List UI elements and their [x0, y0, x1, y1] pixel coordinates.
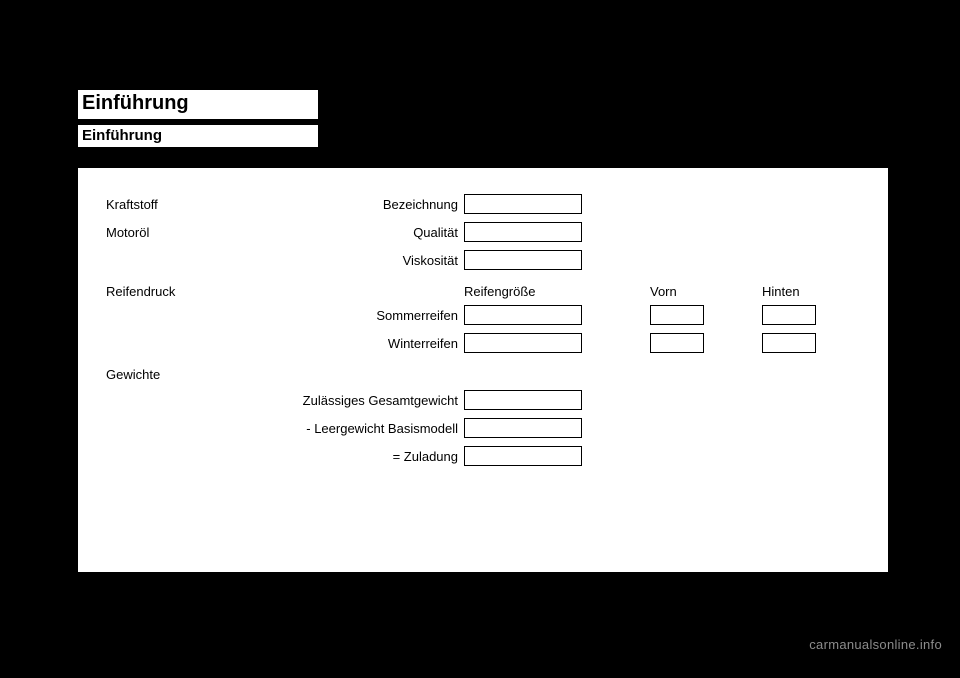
tire-winter-label: Winterreifen: [286, 336, 464, 351]
oil-viscosity-label: Viskosität: [286, 253, 464, 268]
fuel-mid-label: Bezeichnung: [286, 197, 464, 212]
weights-section: Gewichte Zulässiges Gesamtgewicht - Leer…: [106, 367, 848, 466]
fuel-left-label: Kraftstoff: [106, 197, 286, 212]
oil-quality-row: Motoröl Qualität: [106, 222, 848, 242]
tire-header-size: Reifengröße: [464, 284, 582, 299]
watermark: carmanualsonline.info: [809, 637, 942, 652]
tire-summer-rear-field[interactable]: [762, 305, 816, 325]
weight-curb-field[interactable]: [464, 418, 582, 438]
tire-summer-label: Sommerreifen: [286, 308, 464, 323]
weight-gross-field[interactable]: [464, 390, 582, 410]
weight-payload-field[interactable]: [464, 446, 582, 466]
tire-winter-size-field[interactable]: [464, 333, 582, 353]
tire-header-front: Vorn: [650, 284, 710, 299]
tire-summer-front-field[interactable]: [650, 305, 704, 325]
oil-quality-label: Qualität: [286, 225, 464, 240]
tire-winter-front-field[interactable]: [650, 333, 704, 353]
oil-quality-field[interactable]: [464, 222, 582, 242]
fuel-field[interactable]: [464, 194, 582, 214]
tire-summer-row: Sommerreifen: [106, 305, 848, 325]
weight-curb-row: - Leergewicht Basismodell: [106, 418, 848, 438]
weights-left-label: Gewichte: [106, 367, 286, 382]
chapter-title: Einführung: [78, 90, 318, 123]
oil-viscosity-field[interactable]: [464, 250, 582, 270]
weight-curb-label: - Leergewicht Basismodell: [106, 421, 464, 436]
weight-gross-label: Zulässiges Gesamtgewicht: [106, 393, 464, 408]
weight-payload-row: = Zuladung: [106, 446, 848, 466]
weights-header-row: Gewichte: [106, 367, 848, 382]
content-panel: Kraftstoff Bezeichnung Motoröl Qualität …: [78, 168, 888, 572]
tire-left-label: Reifendruck: [106, 284, 286, 299]
oil-viscosity-row: Viskosität: [106, 250, 848, 270]
tire-header-row: Reifendruck Reifengröße Vorn Hinten: [106, 284, 848, 299]
oil-left-label: Motoröl: [106, 225, 286, 240]
weight-gross-row: Zulässiges Gesamtgewicht: [106, 390, 848, 410]
tire-summer-size-field[interactable]: [464, 305, 582, 325]
tire-winter-row: Winterreifen: [106, 333, 848, 353]
fuel-row: Kraftstoff Bezeichnung: [106, 194, 848, 214]
weight-payload-label: = Zuladung: [106, 449, 464, 464]
section-title: Einführung: [78, 125, 318, 150]
tire-header-rear: Hinten: [762, 284, 822, 299]
tire-winter-rear-field[interactable]: [762, 333, 816, 353]
title-block: Einführung Einführung: [78, 90, 888, 150]
